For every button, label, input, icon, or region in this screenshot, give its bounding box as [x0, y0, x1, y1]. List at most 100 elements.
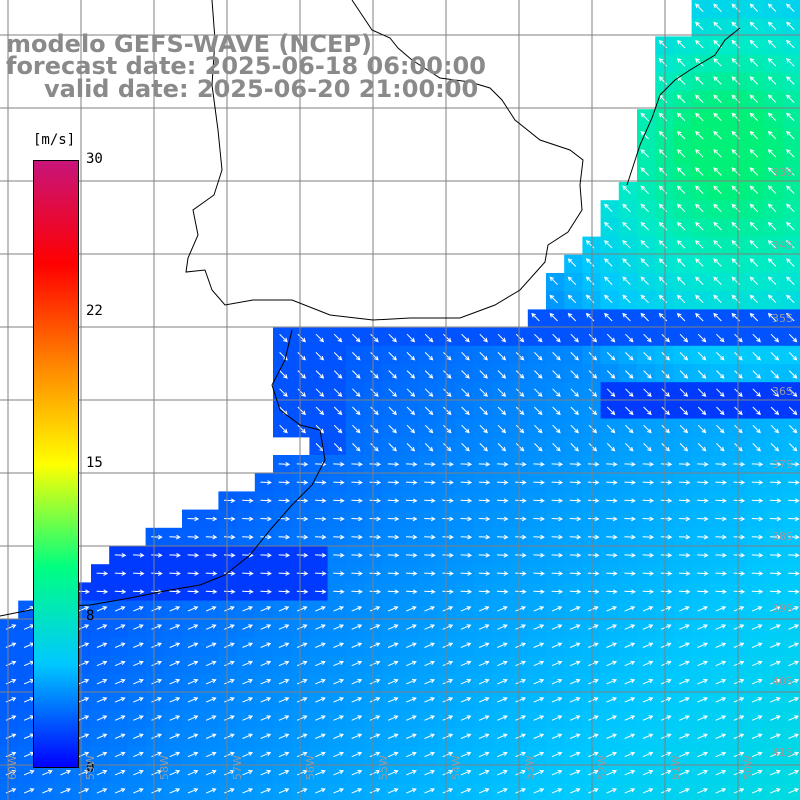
wind-arrow [695, 149, 704, 158]
wind-arrow [387, 606, 399, 612]
wind-arrow [569, 571, 582, 576]
wind-arrow [333, 443, 343, 452]
wind-arrow [658, 130, 668, 140]
wind-arrow [751, 715, 763, 721]
wind-arrow [697, 624, 709, 630]
wind-arrow [551, 571, 564, 576]
wind-arrow [224, 606, 235, 612]
wind-arrow [678, 552, 691, 558]
wind-arrow [624, 715, 636, 721]
wind-arrow [114, 552, 127, 558]
wind-arrow [606, 751, 618, 758]
wind-arrow [114, 678, 126, 685]
wind-arrow [642, 769, 654, 776]
wind-arrow [187, 642, 199, 648]
wind-arrow [587, 589, 600, 595]
wind-arrow [658, 203, 668, 213]
wind-arrow [622, 221, 631, 231]
wind-arrow [769, 571, 782, 576]
wind-arrow [770, 660, 781, 667]
wind-arrow [114, 715, 126, 721]
wind-arrow [606, 733, 618, 739]
wind-arrow [697, 660, 709, 667]
wind-arrow [570, 352, 579, 361]
wind-arrow [622, 185, 631, 194]
wind-arrow [569, 733, 581, 739]
wind-arrow [387, 715, 399, 721]
wind-arrow [752, 388, 761, 397]
wind-arrow [333, 660, 345, 667]
wind-arrow [242, 589, 254, 595]
wind-arrow [679, 352, 689, 361]
wind-arrow [749, 203, 759, 213]
wind-arrow [733, 552, 746, 558]
wind-arrow [478, 733, 490, 739]
wind-arrow [114, 697, 126, 703]
wind-arrow [642, 552, 655, 558]
wind-arrow [713, 240, 722, 249]
wind-arrow [442, 715, 454, 721]
wind-arrow [405, 589, 418, 595]
wind-arrow [733, 534, 746, 540]
wind-arrow [606, 788, 618, 794]
wind-arrow [296, 751, 308, 758]
wind-arrow [643, 424, 652, 434]
wind-arrow [767, 39, 777, 49]
wind-arrow [96, 678, 108, 685]
wind-arrow [169, 697, 181, 703]
wind-arrow [205, 697, 217, 703]
wind-arrow [187, 733, 199, 739]
wind-arrow [406, 406, 416, 416]
wind-arrow [786, 58, 795, 67]
wind-arrow [733, 697, 745, 703]
wind-arrow [751, 660, 763, 667]
wind-arrow [96, 660, 108, 667]
wind-arrow [713, 58, 722, 67]
wind-arrow [570, 388, 579, 397]
wind-arrow [497, 624, 508, 630]
wind-arrow [713, 276, 722, 285]
wind-arrow [749, 39, 759, 49]
wind-arrow [588, 660, 599, 667]
wind-arrow [151, 715, 163, 721]
wind-arrow [205, 624, 217, 630]
wind-arrow [587, 571, 600, 576]
wind-arrow [767, 58, 777, 67]
wind-arrow [424, 697, 436, 703]
wind-arrow [369, 461, 382, 467]
wind-arrow [78, 606, 90, 612]
wind-arrow [296, 498, 309, 504]
wind-arrow [679, 642, 690, 648]
wind-arrow [151, 606, 163, 612]
wind-arrow [749, 94, 759, 103]
wind-arrow [351, 516, 363, 522]
lat-label-34s: 34S [772, 239, 793, 252]
wind-arrow [588, 788, 599, 794]
wind-arrow [679, 370, 689, 379]
wind-arrow [660, 606, 672, 612]
wind-arrow [461, 333, 470, 343]
wind-arrow [767, 21, 777, 31]
wind-arrow [624, 498, 636, 504]
wind-arrow [351, 715, 363, 721]
wind-arrow [588, 733, 599, 739]
wind-arrow [278, 480, 291, 485]
wind-arrow [369, 552, 382, 558]
lat-label-39s: 39S [772, 602, 793, 615]
wind-arrow [751, 606, 763, 612]
wind-arrow [478, 769, 490, 776]
wind-arrow [640, 294, 649, 304]
lon-label-55w: 55W [377, 755, 390, 780]
wind-arrow [786, 294, 795, 304]
wind-arrow [658, 76, 668, 85]
wind-arrow [424, 642, 436, 648]
wind-arrow [424, 443, 434, 452]
wind-arrow [676, 76, 686, 85]
wind-arrow [660, 660, 672, 667]
wind-arrow [478, 571, 491, 576]
wind-arrow [622, 312, 631, 322]
wind-arrow [604, 203, 613, 213]
wind-arrow [369, 642, 381, 648]
wind-arrow [278, 624, 290, 630]
wind-arrow [242, 715, 254, 721]
